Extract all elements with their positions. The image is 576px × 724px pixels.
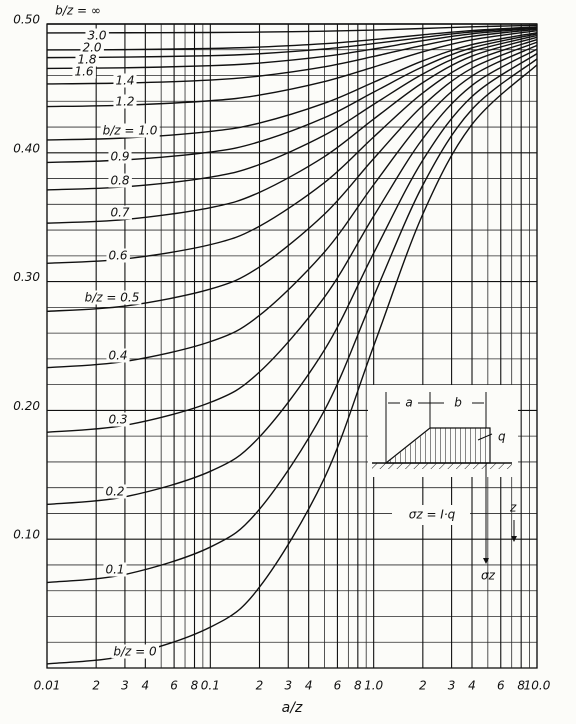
x-tick-label: 6 [334, 679, 342, 693]
inset-label: a [405, 396, 412, 410]
x-tick-label: 4 [468, 679, 476, 693]
curve-label-background [111, 644, 160, 659]
curve [46, 30, 538, 108]
curve-label: b/z = 0.5 [85, 291, 140, 305]
curve [46, 34, 538, 191]
x-tick-label: 2 [419, 679, 427, 693]
x-tick-label: 0.1 [201, 679, 220, 693]
arrow-head [511, 536, 517, 542]
curve-label-background [103, 484, 127, 499]
curve-label: 1.2 [115, 95, 134, 109]
curve-label-background [53, 3, 103, 18]
curve-label: 1.6 [74, 65, 93, 79]
curve [46, 44, 538, 369]
curve-label: 0.2 [105, 485, 124, 499]
curve-label: 0.6 [108, 249, 127, 263]
formula-background [392, 505, 470, 525]
y-tick-label: 0.10 [13, 528, 40, 542]
curve-label: b/z = ∞ [55, 4, 101, 18]
x-tick-label: 2 [92, 679, 100, 693]
inset-label: b [454, 396, 462, 410]
x-tick-label: 6 [497, 679, 505, 693]
curve-label: 3.0 [87, 29, 106, 43]
curve [46, 58, 538, 584]
curve-label: 0.3 [108, 413, 127, 427]
y-tick-label: 0.20 [13, 399, 40, 413]
x-tick-label: 2 [256, 679, 264, 693]
curve-label: b/z = 0 [113, 645, 157, 659]
y-tick-label: 0.40 [13, 141, 40, 155]
curve-label-background [113, 73, 137, 88]
curve-label-background [113, 94, 137, 109]
x-tick-label: 4 [142, 679, 150, 693]
ground-hatch [372, 463, 512, 469]
curve-label-background [72, 64, 96, 79]
formula: σz = I·q [409, 508, 456, 522]
inset-label: σz [481, 569, 496, 583]
curve [46, 33, 538, 164]
curve-label-background [106, 248, 130, 263]
curve [46, 48, 538, 433]
inset-label: q [498, 430, 506, 444]
x-tick-label: 0.01 [34, 679, 61, 693]
curve [46, 24, 538, 34]
curve-label-background [103, 562, 127, 577]
x-tick-label: 6 [170, 679, 178, 693]
curve-label-background [82, 290, 142, 305]
curve-label: 0.7 [110, 206, 129, 220]
inset-label: z [509, 501, 517, 515]
x-tick-label: 8 [191, 679, 199, 693]
curve-label: 0.8 [110, 174, 129, 188]
curve-label: 0.1 [105, 563, 124, 577]
curve [46, 53, 538, 506]
arrow-head [483, 558, 489, 564]
curve [46, 26, 538, 59]
curve-label-background [108, 173, 132, 188]
curve-label-background [108, 205, 132, 220]
y-tick-label: 0.50 [13, 13, 40, 27]
curve-label-background [100, 123, 160, 138]
x-tick-label: 4 [305, 679, 313, 693]
x-tick-label: 10.0 [524, 679, 551, 693]
x-tick-label: 3 [284, 679, 292, 693]
curve [46, 28, 538, 85]
curve-label-background [80, 40, 104, 55]
curve-label: 2.0 [82, 41, 101, 55]
curve [46, 64, 538, 665]
y-tick-label: 0.30 [13, 270, 40, 284]
x-axis-label: a/z [282, 700, 303, 716]
grid: 0.100.200.300.400.500.01 2 3 4 6 8 0.1 2 3 4 6 8 1.0… [13, 13, 550, 693]
curves: b/z = 0 0.1 0.2 0.3 0.4 b/z = 0.5 0.6 0.7 0.8 0.9… [46, 3, 538, 665]
curve-label: 1.4 [115, 74, 134, 88]
curve [46, 36, 538, 224]
curve [46, 41, 538, 313]
curve [46, 26, 538, 51]
curve [46, 38, 538, 265]
curve-label: 0.4 [108, 349, 127, 363]
curve-label-background [108, 149, 132, 164]
x-tick-label: 3 [448, 679, 456, 693]
curve-label-background [75, 52, 99, 67]
curve-label: 1.8 [77, 53, 96, 67]
inset-diagram: a b q σz = I·q z σz [368, 385, 518, 583]
curve-label-background [106, 412, 130, 427]
curve-label-background [106, 348, 130, 363]
curve [46, 27, 538, 70]
x-tick-label: 3 [121, 679, 129, 693]
curve-label: b/z = 1.0 [103, 124, 158, 138]
curve-label: 0.9 [110, 150, 129, 164]
curve-label-background [85, 28, 109, 43]
x-tick-label: 1.0 [364, 679, 383, 693]
x-tick-label: 8 [517, 679, 525, 693]
x-tick-label: 8 [354, 679, 362, 693]
leader-line [477, 433, 493, 441]
